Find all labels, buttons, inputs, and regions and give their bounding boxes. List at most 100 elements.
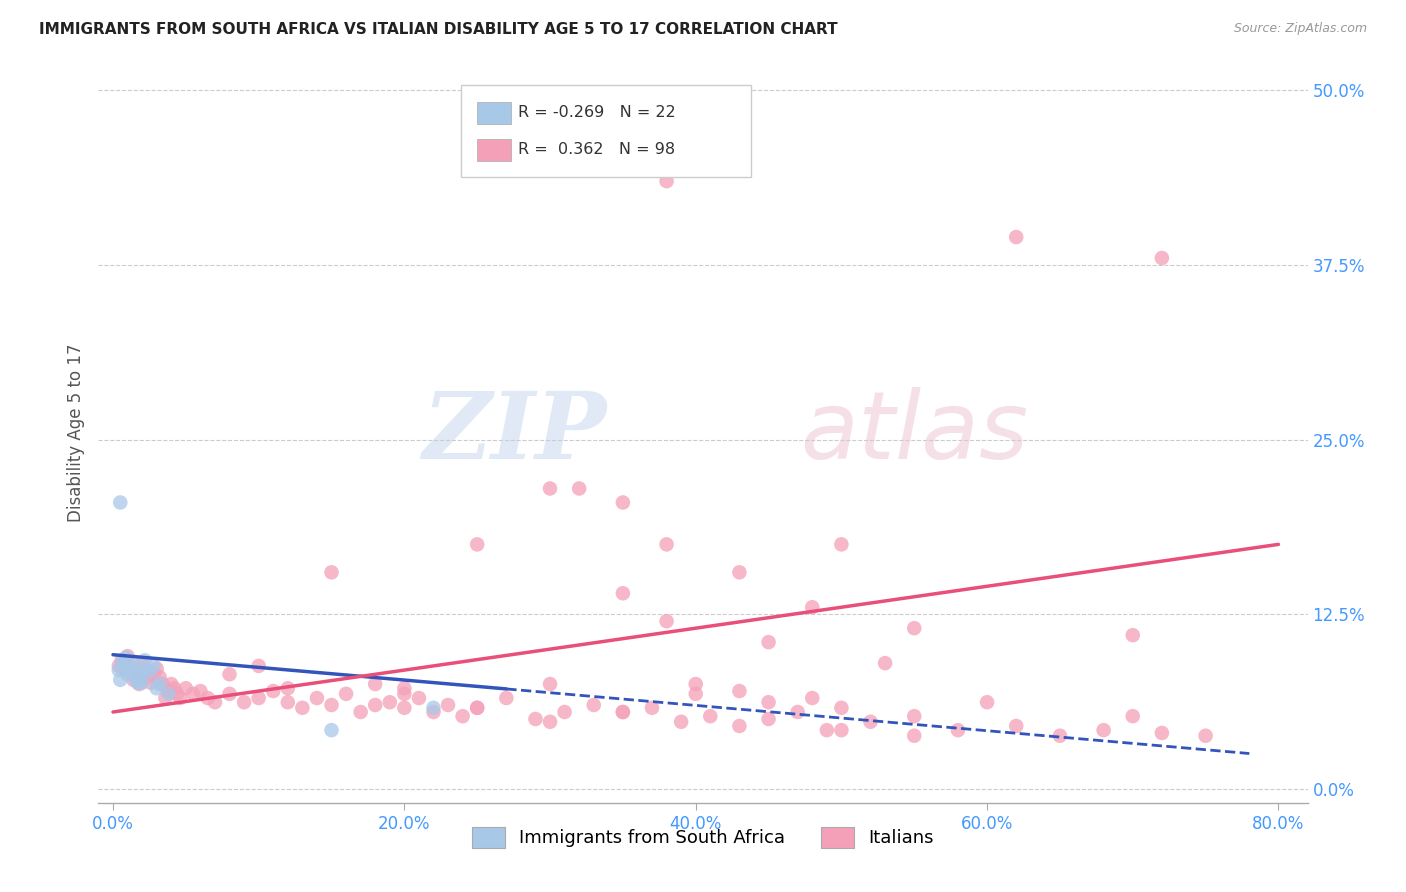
Point xyxy=(437,698,460,712)
Point xyxy=(111,653,134,667)
Text: IMMIGRANTS FROM SOUTH AFRICA VS ITALIAN DISABILITY AGE 5 TO 17 CORRELATION CHART: IMMIGRANTS FROM SOUTH AFRICA VS ITALIAN … xyxy=(39,22,838,37)
Point xyxy=(815,723,838,738)
Point xyxy=(524,712,547,726)
FancyBboxPatch shape xyxy=(477,138,510,161)
Point xyxy=(422,701,444,715)
Point xyxy=(364,677,387,691)
Point xyxy=(728,566,751,580)
Point xyxy=(160,677,183,691)
Point xyxy=(378,695,401,709)
Point xyxy=(145,681,167,696)
Point xyxy=(131,675,153,690)
Point xyxy=(728,684,751,698)
Point xyxy=(125,673,148,687)
Point xyxy=(903,709,925,723)
Point xyxy=(1122,628,1144,642)
Point xyxy=(145,662,167,676)
Point xyxy=(612,495,634,509)
Point xyxy=(247,659,270,673)
Point xyxy=(233,695,256,709)
Point xyxy=(465,701,488,715)
Point xyxy=(134,663,156,677)
Point xyxy=(538,677,561,691)
Point xyxy=(121,665,143,679)
Point xyxy=(801,691,824,706)
Point xyxy=(335,687,357,701)
FancyBboxPatch shape xyxy=(477,102,510,124)
Point xyxy=(801,600,824,615)
Point xyxy=(139,675,162,690)
Legend: Immigrants from South Africa, Italians: Immigrants from South Africa, Italians xyxy=(463,818,943,856)
Point xyxy=(157,687,180,701)
Y-axis label: Disability Age 5 to 17: Disability Age 5 to 17 xyxy=(66,343,84,522)
Point xyxy=(859,714,882,729)
Point xyxy=(291,701,314,715)
Point xyxy=(110,495,132,509)
Point xyxy=(197,691,219,706)
Point xyxy=(422,705,444,719)
Point xyxy=(115,650,138,665)
Text: atlas: atlas xyxy=(800,387,1028,478)
Point xyxy=(136,670,159,684)
Point xyxy=(582,698,605,712)
Point xyxy=(451,709,474,723)
Point xyxy=(142,659,165,673)
Point xyxy=(108,659,131,673)
Point xyxy=(114,659,136,673)
Text: ZIP: ZIP xyxy=(422,388,606,477)
Point xyxy=(155,691,177,706)
Point xyxy=(364,698,387,712)
Point xyxy=(1122,709,1144,723)
Point xyxy=(190,684,212,698)
Point xyxy=(655,537,678,551)
Point xyxy=(465,701,488,715)
Point xyxy=(122,656,145,670)
Text: R = -0.269   N = 22: R = -0.269 N = 22 xyxy=(517,105,676,120)
Point xyxy=(786,705,808,719)
Point xyxy=(612,586,634,600)
Point xyxy=(114,663,136,677)
Point xyxy=(641,701,664,715)
Point xyxy=(277,695,299,709)
Point xyxy=(394,681,416,696)
Point xyxy=(321,698,343,712)
Point xyxy=(685,687,707,701)
Point xyxy=(128,677,150,691)
Point xyxy=(1150,726,1173,740)
Point xyxy=(117,649,139,664)
Point xyxy=(247,691,270,706)
Point xyxy=(152,677,174,691)
Point xyxy=(174,681,197,696)
Point xyxy=(218,687,240,701)
Point xyxy=(163,681,186,696)
Point xyxy=(157,684,180,698)
Point xyxy=(125,667,148,681)
Point xyxy=(1194,729,1216,743)
Point xyxy=(138,665,160,679)
Point xyxy=(1092,723,1115,738)
Point xyxy=(1049,729,1071,743)
Point xyxy=(108,663,131,677)
Point xyxy=(131,656,153,670)
Point xyxy=(169,691,191,706)
FancyBboxPatch shape xyxy=(461,85,751,178)
Point xyxy=(875,656,897,670)
Point xyxy=(149,677,172,691)
Point xyxy=(1005,719,1028,733)
Point xyxy=(120,662,142,676)
Point xyxy=(669,714,692,729)
Point xyxy=(127,675,149,690)
Point xyxy=(350,705,373,719)
Point xyxy=(758,712,780,726)
Point xyxy=(568,482,591,496)
Point xyxy=(408,691,430,706)
Point xyxy=(122,673,145,687)
Point xyxy=(394,687,416,701)
Point xyxy=(321,723,343,738)
Point xyxy=(110,673,132,687)
Point xyxy=(142,667,165,681)
Point xyxy=(728,719,751,733)
Point xyxy=(830,537,852,551)
Point xyxy=(554,705,576,719)
Point xyxy=(262,684,284,698)
